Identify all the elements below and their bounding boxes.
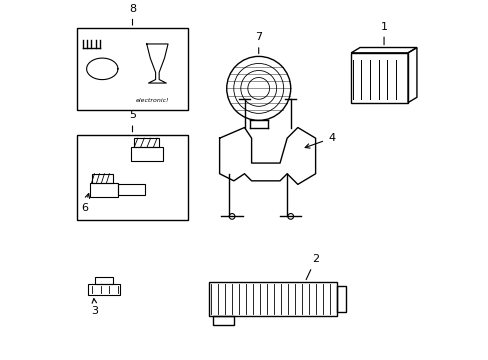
Bar xyxy=(77,28,187,110)
Text: 5: 5 xyxy=(129,111,136,132)
Bar xyxy=(134,138,159,147)
Text: 7: 7 xyxy=(255,32,262,54)
Bar xyxy=(118,184,144,195)
Text: 2: 2 xyxy=(305,255,319,280)
Bar xyxy=(77,135,187,220)
Bar xyxy=(336,286,345,312)
Bar xyxy=(208,282,336,316)
Bar xyxy=(91,174,113,183)
Text: 6: 6 xyxy=(81,194,89,212)
Bar xyxy=(90,183,118,197)
Text: 4: 4 xyxy=(305,133,334,148)
Bar xyxy=(130,147,163,161)
Text: electronic!: electronic! xyxy=(136,98,169,103)
Bar xyxy=(212,316,233,325)
Text: 1: 1 xyxy=(380,22,387,45)
Bar xyxy=(95,277,113,284)
Bar xyxy=(88,284,120,294)
Text: 3: 3 xyxy=(91,298,99,316)
Text: 8: 8 xyxy=(129,4,136,25)
